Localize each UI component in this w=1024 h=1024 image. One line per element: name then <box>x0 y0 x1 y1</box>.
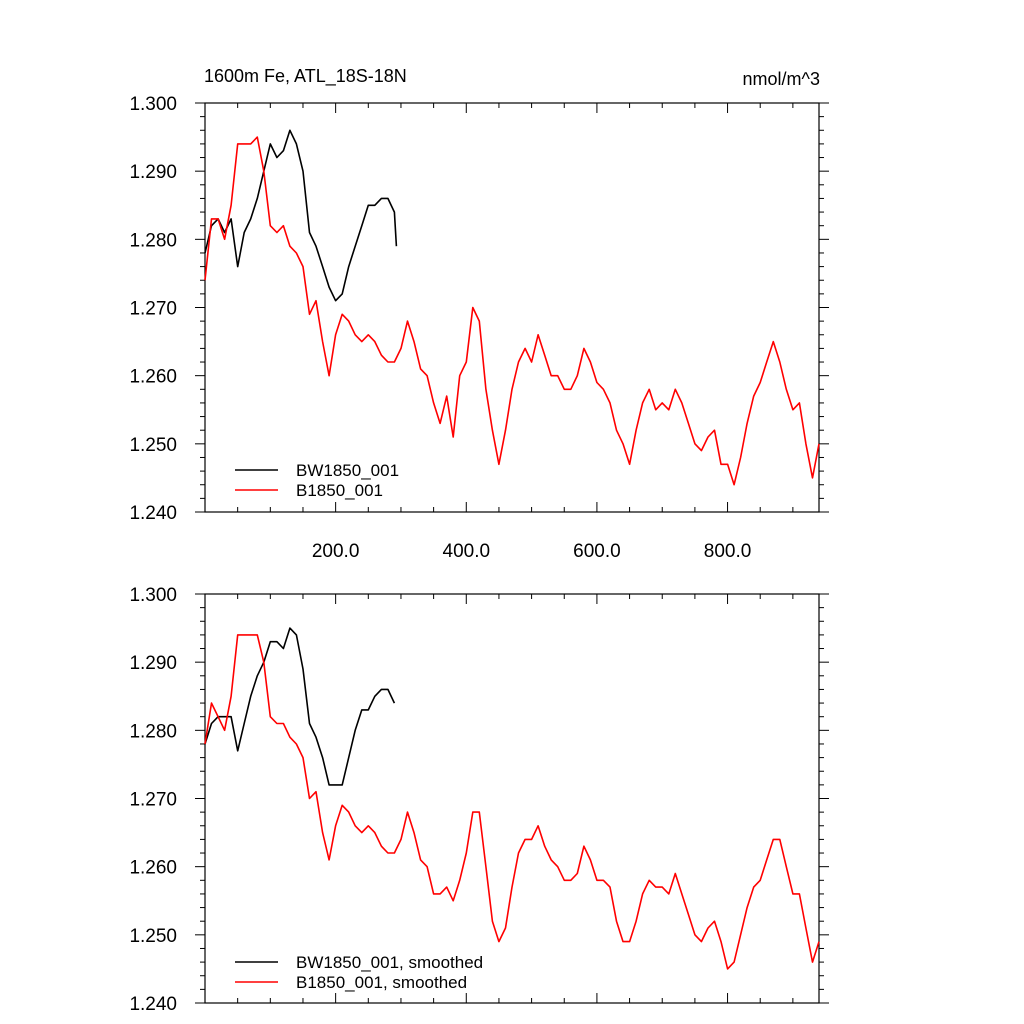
plot-frame <box>204 102 820 513</box>
y-tick-label: 1.260 <box>129 858 177 879</box>
y-tick-label: 1.270 <box>129 299 177 320</box>
series-line <box>204 136 820 486</box>
y-tick-label: 1.250 <box>129 435 177 456</box>
y-tick-labels: 1.240 1.250 1.260 1.270 1.280 1.290 1.300 <box>129 94 177 524</box>
y-tick-label: 1.280 <box>129 721 177 742</box>
series-line <box>204 627 396 786</box>
y-tick-label: 1.260 <box>129 367 177 388</box>
y-tick-labels: 1.240 1.250 1.260 1.270 1.280 1.290 1.300 <box>129 585 177 1015</box>
legend-label: BW1850_001 <box>296 461 399 480</box>
series-lines <box>204 129 820 486</box>
series-line <box>204 634 820 970</box>
y-tick-label: 1.290 <box>129 162 177 183</box>
chart-title: 1600m Fe, ATL_18S-18N <box>204 66 407 87</box>
y-tick-label: 1.300 <box>129 585 177 606</box>
legend-label: B1850_001, smoothed <box>296 973 467 992</box>
x-tick-label: 200.0 <box>312 541 360 562</box>
x-tick-label: 600.0 <box>573 541 621 562</box>
axis-ticks <box>195 102 829 513</box>
x-tick-label: 400.0 <box>443 541 491 562</box>
x-tick-labels: 200.0 400.0 600.0 800.0 <box>312 541 751 562</box>
top-panel: 1600m Fe, ATL_18S-18N nmol/m^3 200.0 400.… <box>129 66 829 562</box>
y-tick-label: 1.290 <box>129 653 177 674</box>
y-tick-label: 1.240 <box>129 503 177 524</box>
x-tick-label: 800.0 <box>704 541 752 562</box>
y-tick-label: 1.300 <box>129 94 177 115</box>
plot-frame <box>204 593 820 1004</box>
legend-label: B1850_001 <box>296 481 383 500</box>
series-lines <box>204 627 820 970</box>
y-tick-label: 1.270 <box>129 790 177 811</box>
y-tick-label: 1.240 <box>129 994 177 1015</box>
y-tick-label: 1.250 <box>129 926 177 947</box>
series-line <box>204 129 398 302</box>
y-tick-label: 1.280 <box>129 230 177 251</box>
axis-ticks <box>195 593 829 1004</box>
units-label: nmol/m^3 <box>743 69 820 89</box>
legend-label: BW1850_001, smoothed <box>296 953 483 972</box>
bottom-panel: 1.240 1.250 1.260 1.270 1.280 1.290 1.300 BW18… <box>129 585 829 1015</box>
